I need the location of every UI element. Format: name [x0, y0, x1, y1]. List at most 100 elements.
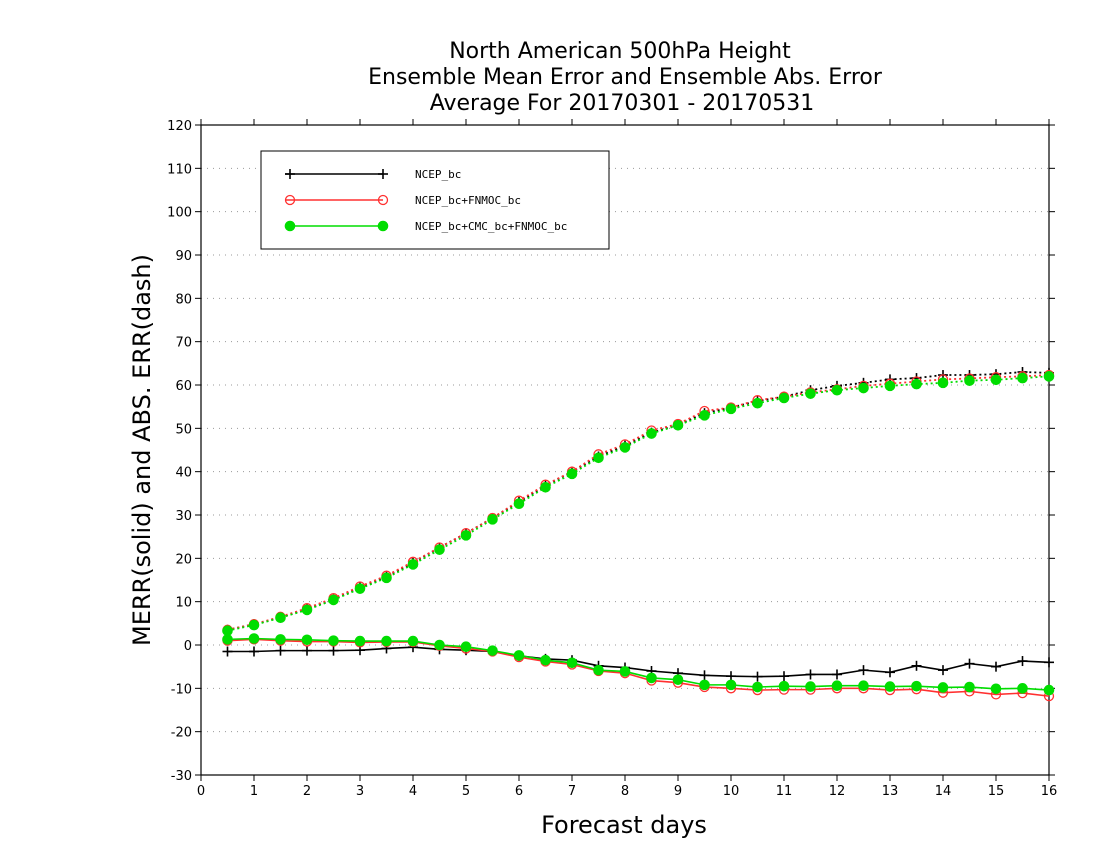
x-axis-title: Forecast days: [541, 811, 707, 839]
abs-err-point-2: [540, 481, 551, 493]
x-tick-label: 1: [250, 784, 258, 799]
y-tick-label: 110: [167, 162, 192, 177]
legend-label-2: NCEP_bc+CMC_bc+FNMOC_bc: [415, 220, 567, 233]
abs-err-point-2: [1043, 371, 1055, 382]
abs-err-point-2: [778, 392, 790, 404]
x-tick-label: 14: [935, 784, 952, 799]
merr-point-2: [646, 672, 657, 684]
merr-point-2: [248, 633, 260, 644]
y-tick-label: 100: [167, 206, 192, 221]
abs-err-point-2: [752, 397, 763, 409]
merr-point-2: [301, 634, 313, 646]
x-tick-label: 10: [723, 784, 740, 799]
merr-point-0: [805, 669, 816, 680]
merr-point-0: [302, 645, 312, 656]
merr-point-0: [328, 645, 339, 656]
merr-point-0: [699, 670, 710, 681]
merr-point-2: [725, 679, 737, 691]
abs-err-line-2: [227, 375, 1050, 632]
merr-point-2: [354, 635, 366, 647]
abs-err-point-2: [434, 544, 445, 555]
abs-err-point-2: [407, 559, 419, 570]
legend-marker-left-1: [284, 194, 296, 206]
x-tick-label: 12: [829, 784, 846, 799]
y-tick-label: -20: [171, 726, 192, 741]
merr-point-2: [540, 654, 551, 666]
abs-err-point-2: [460, 530, 472, 541]
y-axis-title: MERR(solid) and ABS. ERR(dash): [128, 254, 156, 646]
abs-err-point-2: [699, 410, 710, 421]
legend-marker-left-0: [285, 169, 295, 179]
abs-err-point-2: [964, 375, 975, 386]
merr-point-2: [222, 634, 233, 645]
abs-err-point-2: [805, 388, 816, 399]
legend-label-0: NCEP_bc: [415, 168, 461, 181]
merr-line-0: [227, 646, 1050, 678]
merr-point-0: [275, 645, 286, 656]
merr-point-0: [726, 671, 736, 682]
abs-err-point-2: [884, 380, 896, 392]
merr-point-2: [805, 681, 816, 692]
merr-point-2: [460, 641, 472, 653]
series-0: [222, 367, 1054, 682]
series-2: [222, 371, 1055, 696]
abs-err-point-2: [593, 452, 604, 464]
abs-err-point-2: [1017, 372, 1028, 384]
merr-point-2: [513, 650, 525, 661]
legend-marker-right-1: [377, 194, 389, 206]
x-tick-label: 0: [197, 784, 205, 799]
x-tick-label: 11: [776, 784, 793, 799]
y-tick-label: -10: [171, 682, 192, 697]
y-tick-label: 60: [175, 379, 192, 394]
legend-item-0: NCEP_bc: [285, 168, 461, 181]
merr-point-2: [328, 635, 339, 646]
merr-point-2: [593, 664, 604, 676]
y-tick-label: 70: [175, 336, 192, 351]
abs-err-point-2: [487, 514, 498, 525]
abs-err-point-2: [831, 384, 843, 396]
x-tick-label: 6: [515, 784, 523, 799]
merr-point-2: [566, 657, 578, 669]
abs-err-point-2: [858, 382, 869, 394]
legend-item-2: NCEP_bc+CMC_bc+FNMOC_bc: [284, 220, 567, 233]
y-tick-label: 10: [175, 596, 192, 611]
y-tick-label: 80: [175, 292, 192, 307]
abs-err-point-2: [725, 403, 737, 415]
merr-line-2: [227, 637, 1050, 691]
merr-point-2: [1043, 684, 1055, 696]
y-tick-label: 90: [175, 249, 192, 264]
abs-err-line-0: [227, 371, 1050, 631]
abs-err-point-2: [275, 612, 286, 624]
abs-err-point-2: [381, 572, 392, 584]
abs-err-point-2: [911, 378, 922, 390]
merr-point-2: [884, 681, 896, 692]
abs-err-point-2: [301, 604, 313, 616]
merr-point-0: [964, 658, 975, 669]
chart-title-line-3: Average For 20170301 - 20170531: [430, 91, 815, 116]
x-tick-label: 3: [356, 784, 364, 799]
merr-point-2: [990, 683, 1002, 695]
y-tick-label: 0: [184, 639, 192, 654]
y-tick-label: 120: [167, 119, 192, 134]
abs-err-point-2: [937, 377, 949, 389]
merr-point-2: [434, 639, 445, 651]
merr-point-0: [885, 667, 895, 678]
merr-point-2: [619, 666, 631, 677]
legend: NCEP_bc NCEP_bc+FNMOC_bc NCEP_bc+CMC_bc+FN…: [260, 150, 610, 250]
merr-point-2: [778, 680, 790, 692]
merr-point-0: [752, 671, 763, 682]
y-tick-label: -30: [171, 769, 192, 784]
merr-point-2: [275, 634, 286, 645]
abs-err-point-2: [222, 625, 233, 637]
abs-err-point-2: [328, 594, 339, 606]
x-tick-label: 2: [303, 784, 311, 799]
abs-err-point-2: [513, 498, 525, 510]
merr-point-2: [1017, 683, 1028, 694]
x-tick-label: 13: [882, 784, 899, 799]
merr-point-2: [937, 682, 949, 693]
y-tick-label: 50: [175, 422, 192, 437]
merr-point-0: [858, 665, 869, 676]
abs-err-line-1: [227, 374, 1050, 631]
abs-err-point-2: [566, 468, 578, 480]
